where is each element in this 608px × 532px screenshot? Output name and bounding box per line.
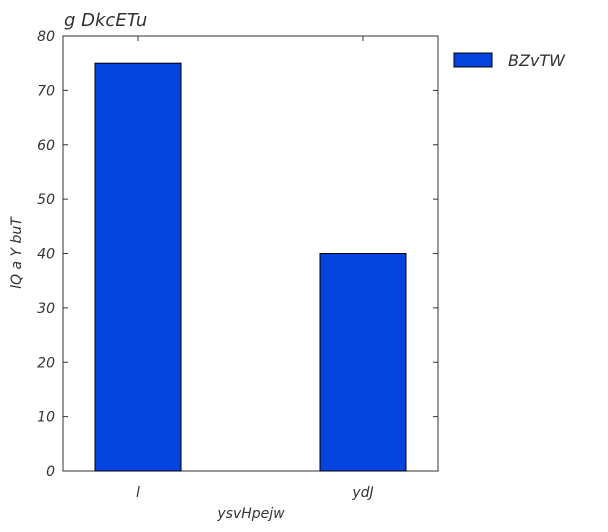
legend-swatch	[453, 52, 493, 68]
bar-l	[94, 62, 182, 472]
bar-series	[94, 62, 407, 472]
y-tick-label: 0	[46, 464, 55, 480]
y-tick-label: 80	[37, 29, 55, 45]
y-tick-label: 30	[37, 301, 55, 317]
y-tick-label: 40	[37, 247, 55, 263]
bar-ydJ	[319, 253, 407, 472]
x-tick-label: l	[136, 485, 140, 501]
legend: BZvTW	[453, 51, 566, 70]
x-axis-label: ysvHpejw	[216, 506, 285, 522]
y-tick-label: 50	[37, 192, 55, 208]
y-tick-label: 20	[37, 355, 55, 371]
x-tick-label: ydJ	[351, 485, 373, 501]
y-axis-label: lQ a Y buT	[9, 216, 25, 289]
y-tick-label: 10	[37, 410, 55, 426]
y-tick-label: 70	[37, 83, 55, 99]
y-axis: 0 10 20 30 40 50 60 70 80	[37, 29, 438, 480]
y-tick-label: 60	[37, 138, 55, 154]
chart-title: g DkcETu	[64, 10, 147, 31]
legend-label: BZvTW	[508, 51, 566, 70]
